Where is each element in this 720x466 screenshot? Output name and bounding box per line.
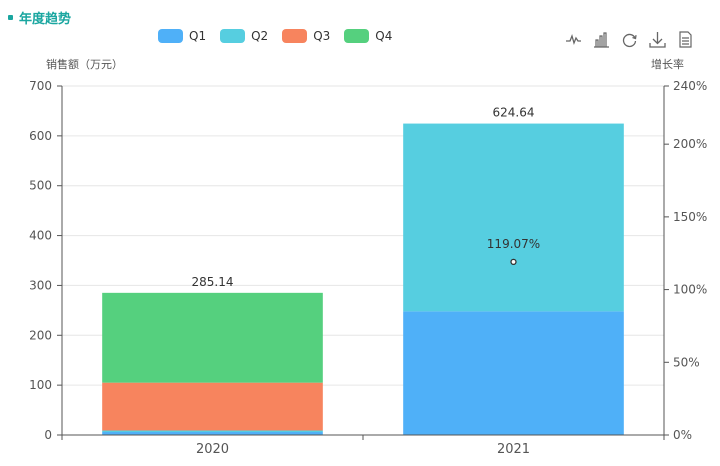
legend-label-q3: Q3 <box>313 29 331 43</box>
bar-q1-2021 <box>403 311 624 435</box>
legend-item-q4[interactable]: Q4 <box>344 29 392 43</box>
legend-item-q1[interactable]: Q1 <box>158 29 206 43</box>
y2-tick-label: 100% <box>673 283 707 297</box>
total-label: 285.14 <box>192 275 234 289</box>
y2-tick-label: 240% <box>673 79 707 93</box>
legend-label-q2: Q2 <box>251 29 269 43</box>
download-icon[interactable] <box>649 31 666 48</box>
line-chart-icon[interactable] <box>565 31 582 48</box>
chart-legend: Q1 Q2 Q3 Q4 <box>158 29 392 43</box>
y2-tick-label: 50% <box>673 355 700 369</box>
y-tick-label: 700 <box>29 79 52 93</box>
legend-item-q3[interactable]: Q3 <box>282 29 330 43</box>
total-label: 624.64 <box>493 106 535 120</box>
y-tick-label: 100 <box>29 378 52 392</box>
growth-rate-point <box>510 258 517 266</box>
y-tick-label: 500 <box>29 179 52 193</box>
restore-icon[interactable] <box>621 31 638 48</box>
card-title: 年度趋势 <box>8 7 71 27</box>
bar-q2-2021 <box>403 123 624 312</box>
legend-swatch-q1 <box>158 29 183 43</box>
y-tick-label: 200 <box>29 328 52 342</box>
bar-q2-2020 <box>102 430 323 433</box>
y-tick-label: 300 <box>29 278 52 292</box>
bar-q1-2020 <box>102 432 323 435</box>
y-tick-label: 400 <box>29 229 52 243</box>
page-title: 年度趋势 <box>19 11 72 27</box>
legend-label-q4: Q4 <box>375 29 393 43</box>
legend-swatch-q2 <box>220 29 246 43</box>
bar-chart-icon[interactable] <box>593 31 610 48</box>
x-tick-label: 2021 <box>497 442 530 457</box>
y2-tick-label: 200% <box>673 137 707 151</box>
legend-item-q2[interactable]: Q2 <box>220 29 268 43</box>
legend-swatch-q3 <box>282 29 308 43</box>
bar-q4-2020 <box>102 292 323 383</box>
growth-rate-label: 119.07% <box>487 237 540 251</box>
y2-axis-title: 增长率 <box>651 58 684 71</box>
y-tick-label: 0 <box>44 428 52 442</box>
bar-q3-2020 <box>102 382 323 431</box>
y2-tick-label: 0% <box>673 428 692 442</box>
legend-swatch-q4 <box>344 29 370 43</box>
y2-tick-label: 150% <box>673 210 707 224</box>
y-axis-title: 销售额（万元） <box>46 58 123 71</box>
data-view-icon[interactable] <box>677 31 694 48</box>
chart-toolbox <box>565 31 694 48</box>
x-tick-label: 2020 <box>196 442 229 457</box>
legend-label-q1: Q1 <box>189 29 207 43</box>
title-marker <box>8 14 13 20</box>
y-tick-label: 600 <box>29 129 52 143</box>
